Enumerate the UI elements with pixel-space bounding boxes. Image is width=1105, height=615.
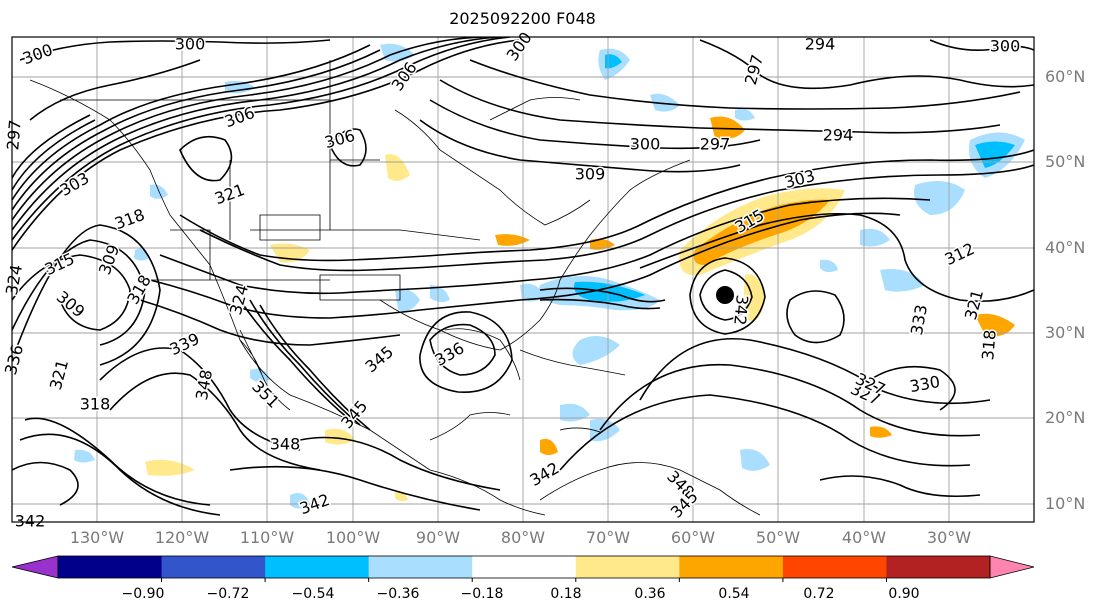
contour-label: 309 (575, 165, 606, 184)
shade-positive (710, 116, 745, 139)
contour-label: 294 (805, 35, 836, 54)
contour-label: 318 (978, 329, 1000, 361)
shade-negative-core (605, 54, 622, 69)
lat-label-20n: 20°N (1045, 408, 1086, 427)
shade-negative (914, 181, 965, 215)
shade-positive (145, 459, 195, 476)
colorbar-tick: −0.90 (121, 586, 165, 602)
colorbar-tick: 0.36 (634, 586, 666, 602)
shade-negative (740, 449, 770, 471)
colorbar-segment (58, 556, 163, 578)
colorbar-segment (782, 556, 887, 578)
lat-label-50n: 50°N (1045, 152, 1086, 171)
colorbar-segment (679, 556, 784, 578)
colorbar (11, 555, 1035, 582)
lon-label-110w: 110°W (239, 528, 295, 547)
lon-label-80w: 80°W (500, 528, 546, 547)
lon-label-40w: 40°W (841, 528, 887, 547)
shade-negative (290, 492, 310, 509)
colorbar-frame (57, 555, 991, 579)
cyclone-marker (716, 286, 734, 304)
colorbar-tick: −0.72 (206, 586, 250, 602)
colorbar-tick: −0.18 (460, 586, 504, 602)
lat-label-60n: 60°N (1045, 67, 1086, 86)
lon-label-60w: 60°W (670, 528, 716, 547)
shade-negative (860, 228, 890, 247)
shade-negative (395, 288, 420, 312)
shade-positive (540, 438, 558, 455)
shade-negative (820, 259, 838, 273)
contour-label: 294 (823, 126, 854, 145)
lat-label-10n: 10°N (1045, 494, 1086, 513)
contour-label: 342 (15, 512, 46, 531)
contour-label: 318 (80, 395, 111, 414)
shade-positive (975, 313, 1015, 337)
contour-label: 321 (46, 358, 72, 392)
contour-label: 300 (630, 135, 661, 154)
shade-negative (430, 285, 450, 303)
coastlines (29, 60, 761, 516)
lon-label-100w: 100°W (325, 528, 381, 547)
shade-positive (495, 234, 530, 246)
shade-negative (74, 449, 95, 463)
contour-label: 300 (175, 35, 206, 54)
shade-negative (650, 93, 680, 112)
shade-negative (560, 403, 590, 422)
colorbar-tick: −0.36 (376, 586, 420, 602)
colorbar-extension-min (11, 555, 59, 579)
lat-label-40n: 40°N (1045, 238, 1086, 257)
contour-label: 342 (730, 294, 752, 326)
shade-negative-core (574, 281, 645, 302)
shading-layer (74, 43, 1025, 509)
map-title: 2025092200 F048 (449, 9, 596, 28)
shade-positive (385, 154, 410, 181)
contour-lines (12, 37, 1034, 516)
colorbar-segment (368, 556, 473, 578)
shade-positive (395, 491, 408, 502)
shade-negative (880, 269, 925, 292)
map-frame (11, 36, 1035, 523)
lon-label-70w: 70°W (585, 528, 631, 547)
shade-negative (735, 108, 755, 121)
shade-negative (250, 368, 270, 383)
colorbar-segment (575, 556, 680, 578)
contour-label: 297 (700, 135, 731, 154)
colorbar-tick: 0.54 (718, 586, 750, 602)
contour-label: 297 (3, 119, 25, 151)
colorbar-segment (472, 556, 577, 578)
lat-label-30n: 30°N (1045, 323, 1086, 342)
colorbar-tick: −0.54 (291, 586, 335, 602)
shade-negative (520, 283, 545, 302)
shade-positive-core (693, 199, 830, 265)
shade-positive (870, 426, 892, 438)
shade-positive (590, 238, 615, 250)
lon-label-90w: 90°W (415, 528, 461, 547)
colorbar-segment (886, 556, 991, 578)
colorbar-tick: 0.18 (550, 586, 582, 602)
lon-label-30w: 30°W (926, 528, 972, 547)
lon-label-120w: 120°W (154, 528, 210, 547)
lon-label-130w: 130°W (69, 528, 125, 547)
lon-label-50w: 50°W (755, 528, 801, 547)
colorbar-tick: 0.90 (888, 586, 920, 602)
shade-negative-core (975, 141, 1015, 168)
shade-positive (744, 274, 765, 321)
colorbar-segment (161, 556, 266, 578)
colorbar-extension-max (989, 555, 1035, 579)
colorbar-tick: 0.72 (803, 586, 835, 602)
contour-label: 300 (990, 37, 1021, 56)
colorbar-segment (265, 556, 370, 578)
shade-positive (325, 428, 355, 445)
contour-label: 348 (270, 435, 301, 454)
